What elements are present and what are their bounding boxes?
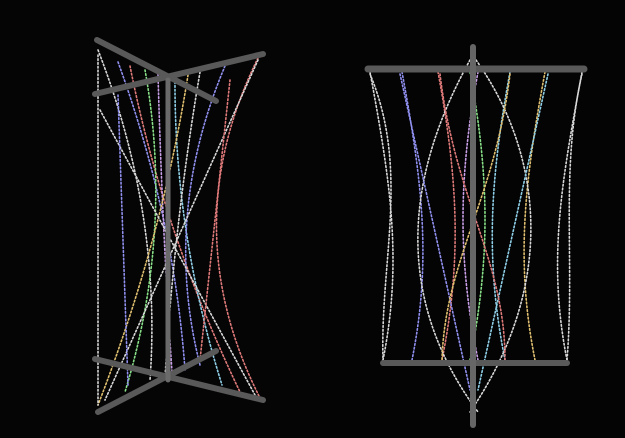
- right-string: [469, 59, 532, 413]
- right-string: [477, 73, 549, 391]
- right-string: [369, 71, 394, 361]
- left-string: [99, 109, 256, 396]
- left-string: [97, 49, 153, 381]
- right-string: [523, 71, 546, 361]
- left-string: [129, 65, 241, 393]
- right-string: [369, 73, 392, 361]
- right-string: [439, 73, 506, 361]
- left-bottom-bar-b: [95, 348, 219, 415]
- right-string: [491, 71, 511, 361]
- left-string: [184, 65, 226, 366]
- left-top-bar-a: [94, 37, 219, 104]
- left-string: [104, 59, 259, 401]
- right-string: [417, 59, 479, 413]
- right-string: [469, 71, 486, 361]
- left-string: [117, 94, 129, 386]
- left-string: [199, 79, 231, 361]
- right-string: [566, 73, 583, 361]
- right-string: [399, 73, 471, 391]
- left-bar-group: [92, 37, 266, 415]
- left-bottom-bar-a: [92, 356, 266, 403]
- left-top-bar-b: [92, 51, 266, 97]
- right-bar-group: [364, 44, 588, 428]
